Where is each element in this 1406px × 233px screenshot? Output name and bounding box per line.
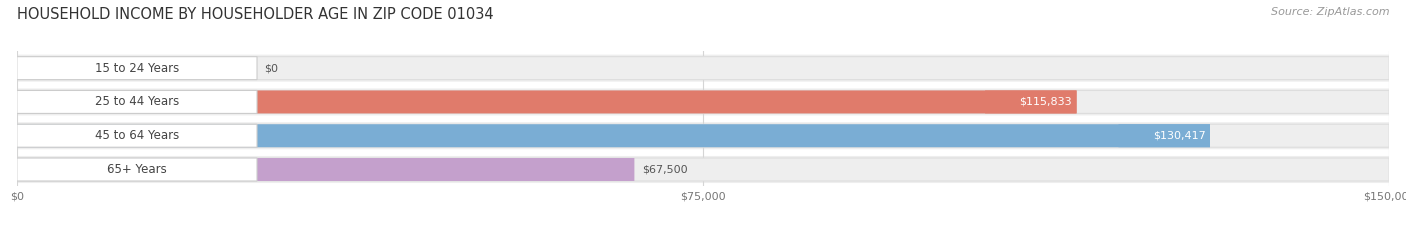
FancyBboxPatch shape	[17, 90, 1077, 113]
FancyBboxPatch shape	[1119, 124, 1211, 147]
Text: $130,417: $130,417	[1153, 131, 1205, 141]
Text: 65+ Years: 65+ Years	[107, 163, 167, 176]
FancyBboxPatch shape	[17, 90, 1389, 113]
FancyBboxPatch shape	[17, 158, 634, 181]
FancyBboxPatch shape	[3, 55, 1403, 82]
Text: 25 to 44 Years: 25 to 44 Years	[94, 96, 179, 108]
Text: 45 to 64 Years: 45 to 64 Years	[94, 129, 179, 142]
FancyBboxPatch shape	[17, 158, 257, 181]
Text: 15 to 24 Years: 15 to 24 Years	[94, 62, 179, 75]
FancyBboxPatch shape	[17, 124, 1211, 147]
FancyBboxPatch shape	[17, 57, 1389, 80]
FancyBboxPatch shape	[17, 57, 257, 80]
FancyBboxPatch shape	[3, 122, 1403, 149]
Text: $0: $0	[264, 63, 278, 73]
FancyBboxPatch shape	[3, 156, 1403, 183]
FancyBboxPatch shape	[17, 90, 257, 113]
Text: Source: ZipAtlas.com: Source: ZipAtlas.com	[1271, 7, 1389, 17]
FancyBboxPatch shape	[17, 158, 1389, 181]
FancyBboxPatch shape	[17, 124, 1389, 147]
FancyBboxPatch shape	[3, 88, 1403, 116]
Text: $67,500: $67,500	[641, 164, 688, 175]
Text: HOUSEHOLD INCOME BY HOUSEHOLDER AGE IN ZIP CODE 01034: HOUSEHOLD INCOME BY HOUSEHOLDER AGE IN Z…	[17, 7, 494, 22]
FancyBboxPatch shape	[986, 90, 1077, 113]
Text: $115,833: $115,833	[1019, 97, 1071, 107]
FancyBboxPatch shape	[17, 124, 257, 147]
